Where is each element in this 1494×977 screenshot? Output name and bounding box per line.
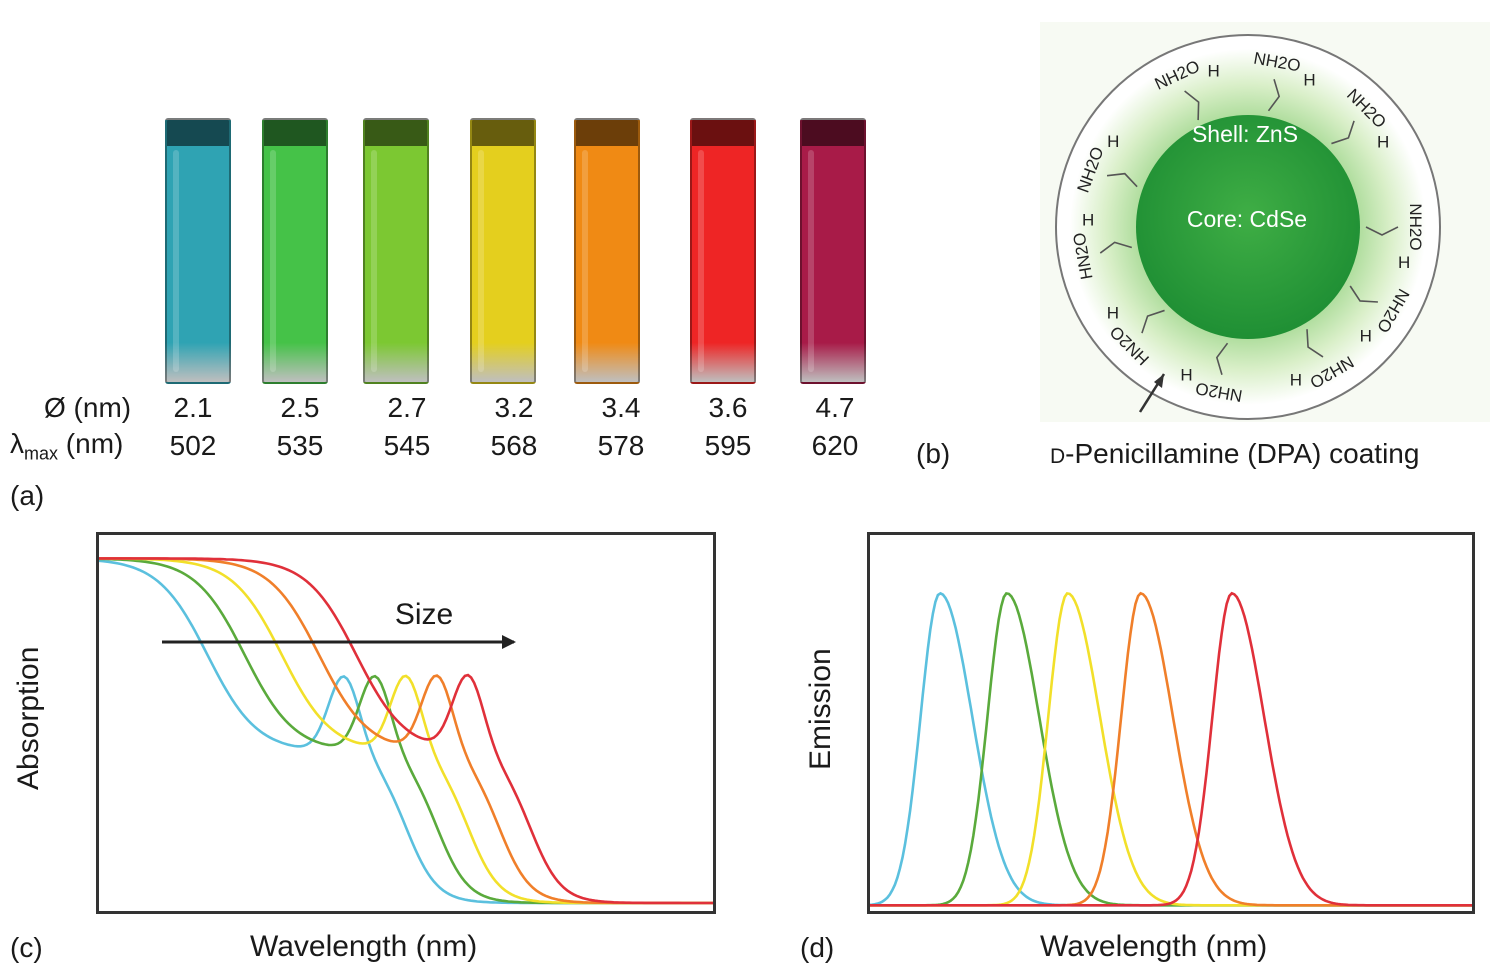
coating-small-caps: D xyxy=(1050,445,1066,468)
vial-6 xyxy=(690,118,756,384)
ligand-bond xyxy=(1141,309,1165,334)
lambda-value: 535 xyxy=(276,430,324,461)
ligand-bond xyxy=(1215,342,1229,375)
ligand-bond xyxy=(1267,79,1281,112)
ligand-bond xyxy=(1365,226,1399,236)
core-circle xyxy=(1136,115,1360,339)
ligand-h-label: H xyxy=(1377,132,1389,151)
vial-shine xyxy=(173,150,179,372)
lambda-symbol: λ xyxy=(10,428,24,459)
diameter-value: 3.2 xyxy=(494,392,534,423)
emission-series-5 xyxy=(869,591,1473,907)
vial-1 xyxy=(165,118,231,384)
vial-cap xyxy=(365,120,427,146)
vial-cap xyxy=(264,120,326,146)
ligand-h-label: H xyxy=(1398,253,1410,272)
ligand: NH2O H xyxy=(1365,203,1425,272)
vial-cap xyxy=(802,120,864,146)
lambda-value: 568 xyxy=(490,430,538,461)
diameter-value: 2.5 xyxy=(280,392,320,423)
size-arrow-label: Size xyxy=(395,598,453,631)
diameter-value: 3.4 xyxy=(601,392,641,423)
lambda-value: 502 xyxy=(169,430,217,461)
panel-b-letter: (b) xyxy=(916,438,951,469)
vial-shine xyxy=(698,150,704,372)
ligand-h-label: H xyxy=(1107,304,1119,323)
vial-5 xyxy=(574,118,640,384)
absorption-frame xyxy=(96,532,716,914)
vial-cap xyxy=(692,120,754,146)
ligand-h-label: H xyxy=(1107,132,1119,151)
vial-shine xyxy=(478,150,484,372)
coating-caption: D-Penicillamine (DPA) coating xyxy=(1050,438,1419,470)
emission-series-1 xyxy=(869,591,1473,907)
lambda-value: 545 xyxy=(383,430,431,461)
lambda-subscript: max xyxy=(24,443,59,464)
ligand-h-label: H xyxy=(1360,326,1372,345)
diameter-value: 3.6 xyxy=(708,392,748,423)
nanoparticle-diagram: NH2O H NH2OHNH2OHNH2OHNH2OHHN2OHHN2OHNH2OH… xyxy=(1040,22,1490,422)
panel-c-letter: (c) xyxy=(10,932,43,963)
ligand-h-label: H xyxy=(1208,62,1220,81)
diameter-value: 2.7 xyxy=(387,392,427,423)
ligand-bond xyxy=(1306,329,1324,358)
ligand-h-label: H xyxy=(1303,70,1315,89)
vial-cap xyxy=(472,120,534,146)
coating-pointer-head xyxy=(1154,374,1164,388)
vial-cap xyxy=(167,120,229,146)
ligand-h-label: H xyxy=(1082,211,1094,230)
emission-x-label: Wavelength (nm) xyxy=(1040,930,1268,963)
emission-series-group xyxy=(869,591,1473,907)
ligand-bond xyxy=(1099,241,1133,254)
shell-label: Shell: ZnS xyxy=(1192,121,1298,147)
lambda-value: 595 xyxy=(704,430,752,461)
emission-frame xyxy=(867,532,1475,914)
coating-text: -Penicillamine (DPA) coating xyxy=(1065,438,1420,469)
lambda-unit: (nm) xyxy=(58,428,124,459)
vial-shine xyxy=(582,150,588,372)
absorption-series-5 xyxy=(98,557,714,905)
emission-chart xyxy=(867,532,1475,914)
ligand-bond xyxy=(1331,120,1355,145)
ligand-h-label: H xyxy=(1290,371,1302,390)
vial-2 xyxy=(262,118,328,384)
ligand-bond xyxy=(1349,285,1378,303)
diameter-row-label: Ø (nm) xyxy=(44,392,132,423)
panel-d-letter: (d) xyxy=(800,932,835,963)
ligand-bond xyxy=(1184,90,1200,121)
vial-4 xyxy=(470,118,536,384)
lambda-value: 620 xyxy=(811,430,859,461)
lambda-row-label: λmax (nm) xyxy=(10,428,123,465)
vial-7 xyxy=(800,118,866,384)
lambda-value: 578 xyxy=(597,430,645,461)
absorption-chart: Size xyxy=(96,532,716,914)
absorption-y-label: Absorption xyxy=(12,646,45,790)
panel-a-letter: (a) xyxy=(10,480,45,511)
ligand-h-label: H xyxy=(1180,366,1192,385)
ligand-label: NH2O xyxy=(1406,203,1425,250)
vial-shine xyxy=(371,150,377,372)
vial-cap xyxy=(576,120,638,146)
diameter-value: 4.7 xyxy=(815,392,855,423)
ligand-bond xyxy=(1106,172,1138,188)
core-label: Core: CdSe xyxy=(1187,206,1307,232)
vial-3 xyxy=(363,118,429,384)
emission-y-label: Emission xyxy=(804,648,837,770)
vial-shine xyxy=(270,150,276,372)
absorption-x-label: Wavelength (nm) xyxy=(250,930,478,963)
vial-shine xyxy=(808,150,814,372)
diameter-value: 2.1 xyxy=(173,392,213,423)
absorption-series-group xyxy=(98,557,714,905)
